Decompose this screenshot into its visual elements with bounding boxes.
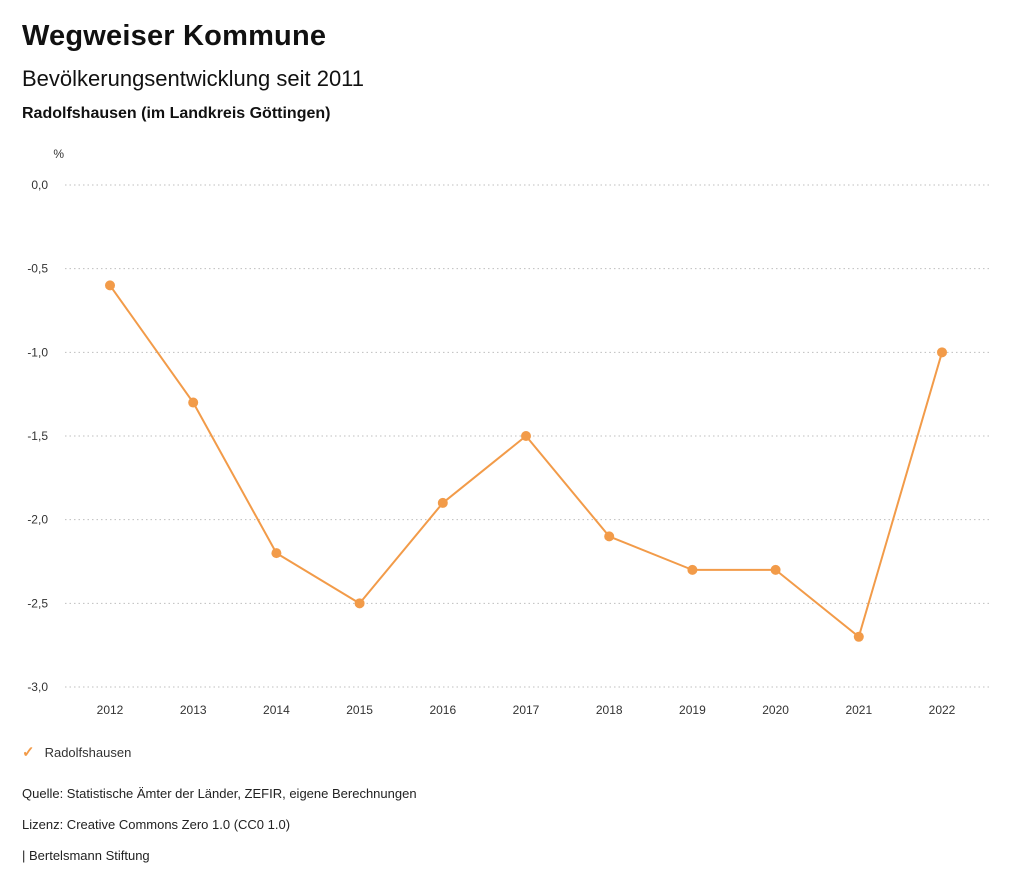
chart-title: Bevölkerungsentwicklung seit 2011 — [22, 66, 365, 91]
y-axis-unit-label: % — [53, 147, 64, 161]
data-point[interactable] — [687, 564, 698, 575]
x-tick-label: 2021 — [845, 703, 872, 717]
data-point[interactable] — [770, 564, 781, 575]
x-tick-label: 2022 — [929, 703, 956, 717]
data-point[interactable] — [354, 598, 365, 609]
source-text: Quelle: Statistische Ämter der Länder, Z… — [22, 786, 417, 801]
chart-canvas: % 0,0 -0,5 -1,0 -1,5 -2,0 -2,5 -3,0 2012 2013 2014… — [27, 147, 990, 717]
series-line — [109, 284, 943, 638]
license-text: Lizenz: Creative Commons Zero 1.0 (CC0 1… — [22, 817, 291, 832]
x-tick-label: 2012 — [97, 703, 124, 717]
data-point[interactable] — [271, 548, 282, 559]
y-tick-label: -1,5 — [27, 429, 48, 443]
legend-item-radolfshausen[interactable]: ✓ Radolfshausen — [22, 745, 131, 760]
data-point[interactable] — [437, 497, 448, 508]
data-point[interactable] — [521, 431, 531, 441]
population-line-chart: % 0,0 -0,5 -1,0 -1,5 -2,0 -2,5 -3,0 2012 2013 2014… — [0, 140, 1024, 740]
data-point[interactable] — [188, 397, 199, 408]
x-tick-label: 2019 — [679, 703, 706, 717]
x-tick-label: 2020 — [762, 703, 789, 717]
x-tick-label: 2017 — [513, 703, 540, 717]
data-point[interactable] — [853, 631, 864, 642]
x-tick-label: 2018 — [596, 703, 623, 717]
x-tick-label: 2014 — [263, 703, 290, 717]
y-tick-label: -1,0 — [27, 345, 48, 359]
y-tick-label: -3,0 — [27, 680, 48, 694]
branding-text: | Bertelsmann Stiftung — [22, 848, 150, 863]
legend-label: Radolfshausen — [44, 745, 132, 760]
page-title: Wegweiser Kommune — [22, 20, 327, 52]
y-tick-label: -2,5 — [27, 596, 48, 610]
x-tick-label: 2013 — [180, 703, 207, 717]
check-icon: ✓ — [22, 744, 35, 761]
data-point[interactable] — [604, 531, 615, 542]
data-point[interactable] — [937, 347, 947, 358]
x-tick-label: 2016 — [429, 703, 456, 717]
y-tick-label: -0,5 — [27, 262, 48, 276]
y-tick-label: 0,0 — [31, 178, 48, 192]
x-tick-label: 2015 — [346, 703, 373, 717]
y-tick-label: -2,0 — [27, 513, 48, 527]
data-point[interactable] — [105, 280, 115, 291]
chart-region-label: Radolfshausen (im Landkreis Göttingen) — [22, 105, 331, 122]
